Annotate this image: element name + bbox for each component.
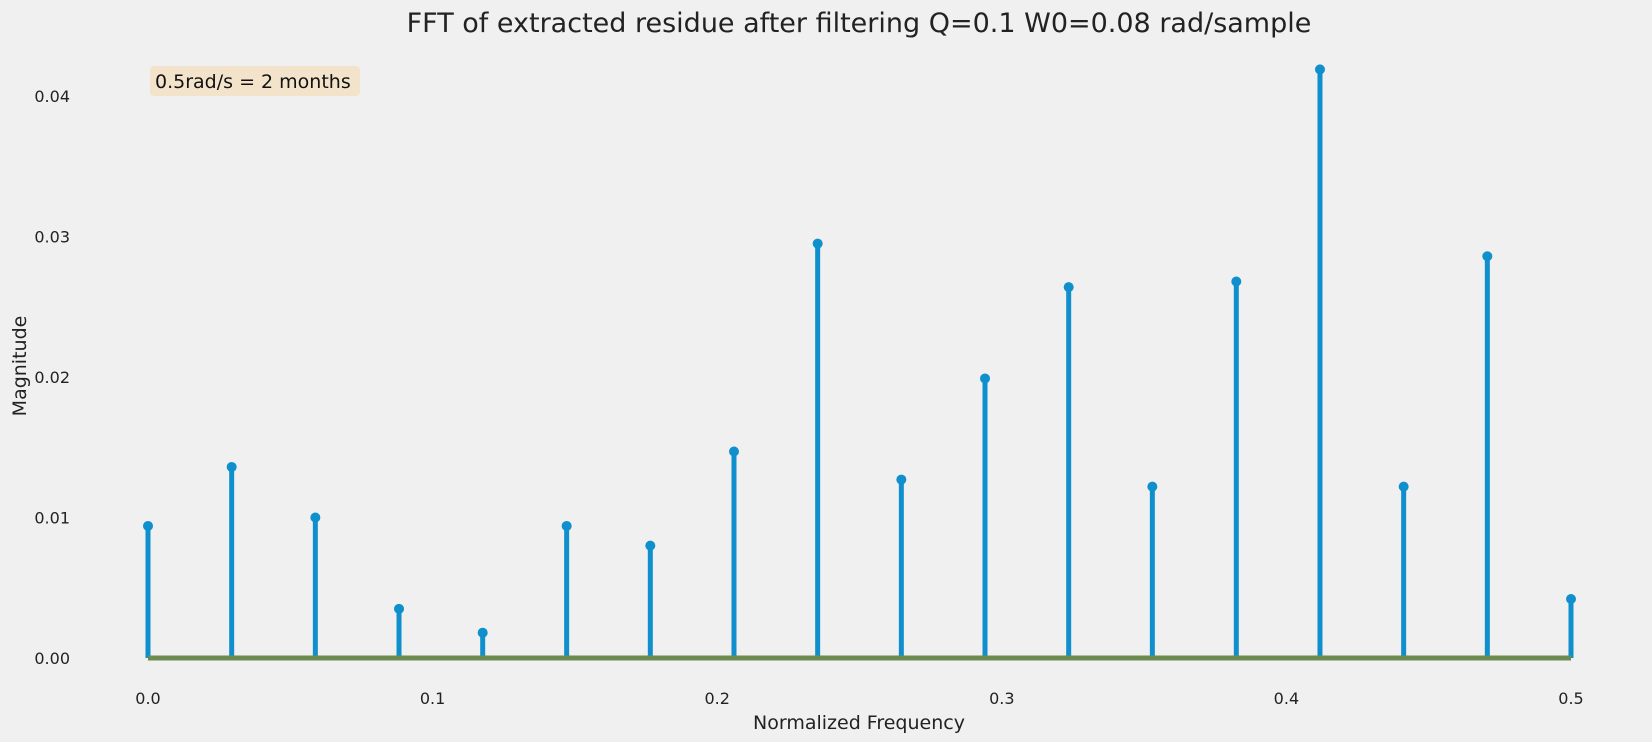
stem-marker: [561, 520, 572, 531]
stem: [1063, 282, 1074, 658]
stem: [310, 512, 321, 658]
x-tick-label: 0.5: [1558, 689, 1583, 708]
stem-marker: [728, 446, 739, 457]
stem: [1566, 594, 1576, 658]
stem-marker: [812, 238, 823, 249]
stem-marker: [310, 512, 321, 523]
stem: [728, 446, 739, 658]
y-tick-label: 0.02: [34, 368, 70, 387]
chart-title: FFT of extracted residue after filtering…: [407, 8, 1312, 39]
stem: [1398, 481, 1409, 658]
stem: [561, 520, 572, 658]
stem-marker: [1482, 251, 1493, 262]
stem: [812, 238, 823, 658]
stem: [1314, 64, 1325, 658]
stem: [477, 627, 488, 658]
stem-marker: [896, 474, 907, 485]
annotation-text: 0.5rad/s = 2 months: [155, 71, 351, 93]
stem: [1482, 251, 1493, 658]
stem-marker: [1063, 282, 1074, 293]
stem: [226, 461, 237, 658]
stem-marker: [1231, 276, 1242, 287]
stem-marker: [1398, 481, 1409, 492]
stem-marker: [226, 461, 237, 472]
stem: [980, 373, 991, 658]
y-axis-label: Magnitude: [9, 316, 31, 417]
x-tick-label: 0.3: [989, 689, 1014, 708]
stem-marker: [477, 627, 488, 638]
stem: [143, 520, 153, 658]
annotation-box: 0.5rad/s = 2 months: [150, 66, 360, 96]
stem-marker: [645, 540, 656, 551]
y-tick-label: 0.03: [34, 228, 70, 247]
x-tick-label: 0.1: [420, 689, 445, 708]
y-tick-label: 0.01: [34, 509, 70, 528]
stem: [1231, 276, 1242, 658]
x-tick-label: 0.2: [704, 689, 729, 708]
stem-marker: [980, 373, 991, 384]
x-tick-label: 0.0: [135, 689, 160, 708]
stem: [394, 603, 405, 658]
annotation-background: [150, 66, 360, 96]
stem-marker: [143, 520, 153, 531]
stem-marker: [1566, 594, 1576, 604]
x-tick-label: 0.4: [1274, 689, 1299, 708]
stem: [645, 540, 656, 658]
x-axis-label: Normalized Frequency: [753, 712, 965, 734]
stem-marker: [1314, 64, 1325, 75]
stem: [896, 474, 907, 658]
stem-marker: [1147, 481, 1158, 492]
y-tick-label: 0.04: [34, 87, 70, 106]
stem-marker: [394, 603, 405, 614]
stem: [1147, 481, 1158, 658]
y-tick-label: 0.00: [34, 649, 70, 668]
